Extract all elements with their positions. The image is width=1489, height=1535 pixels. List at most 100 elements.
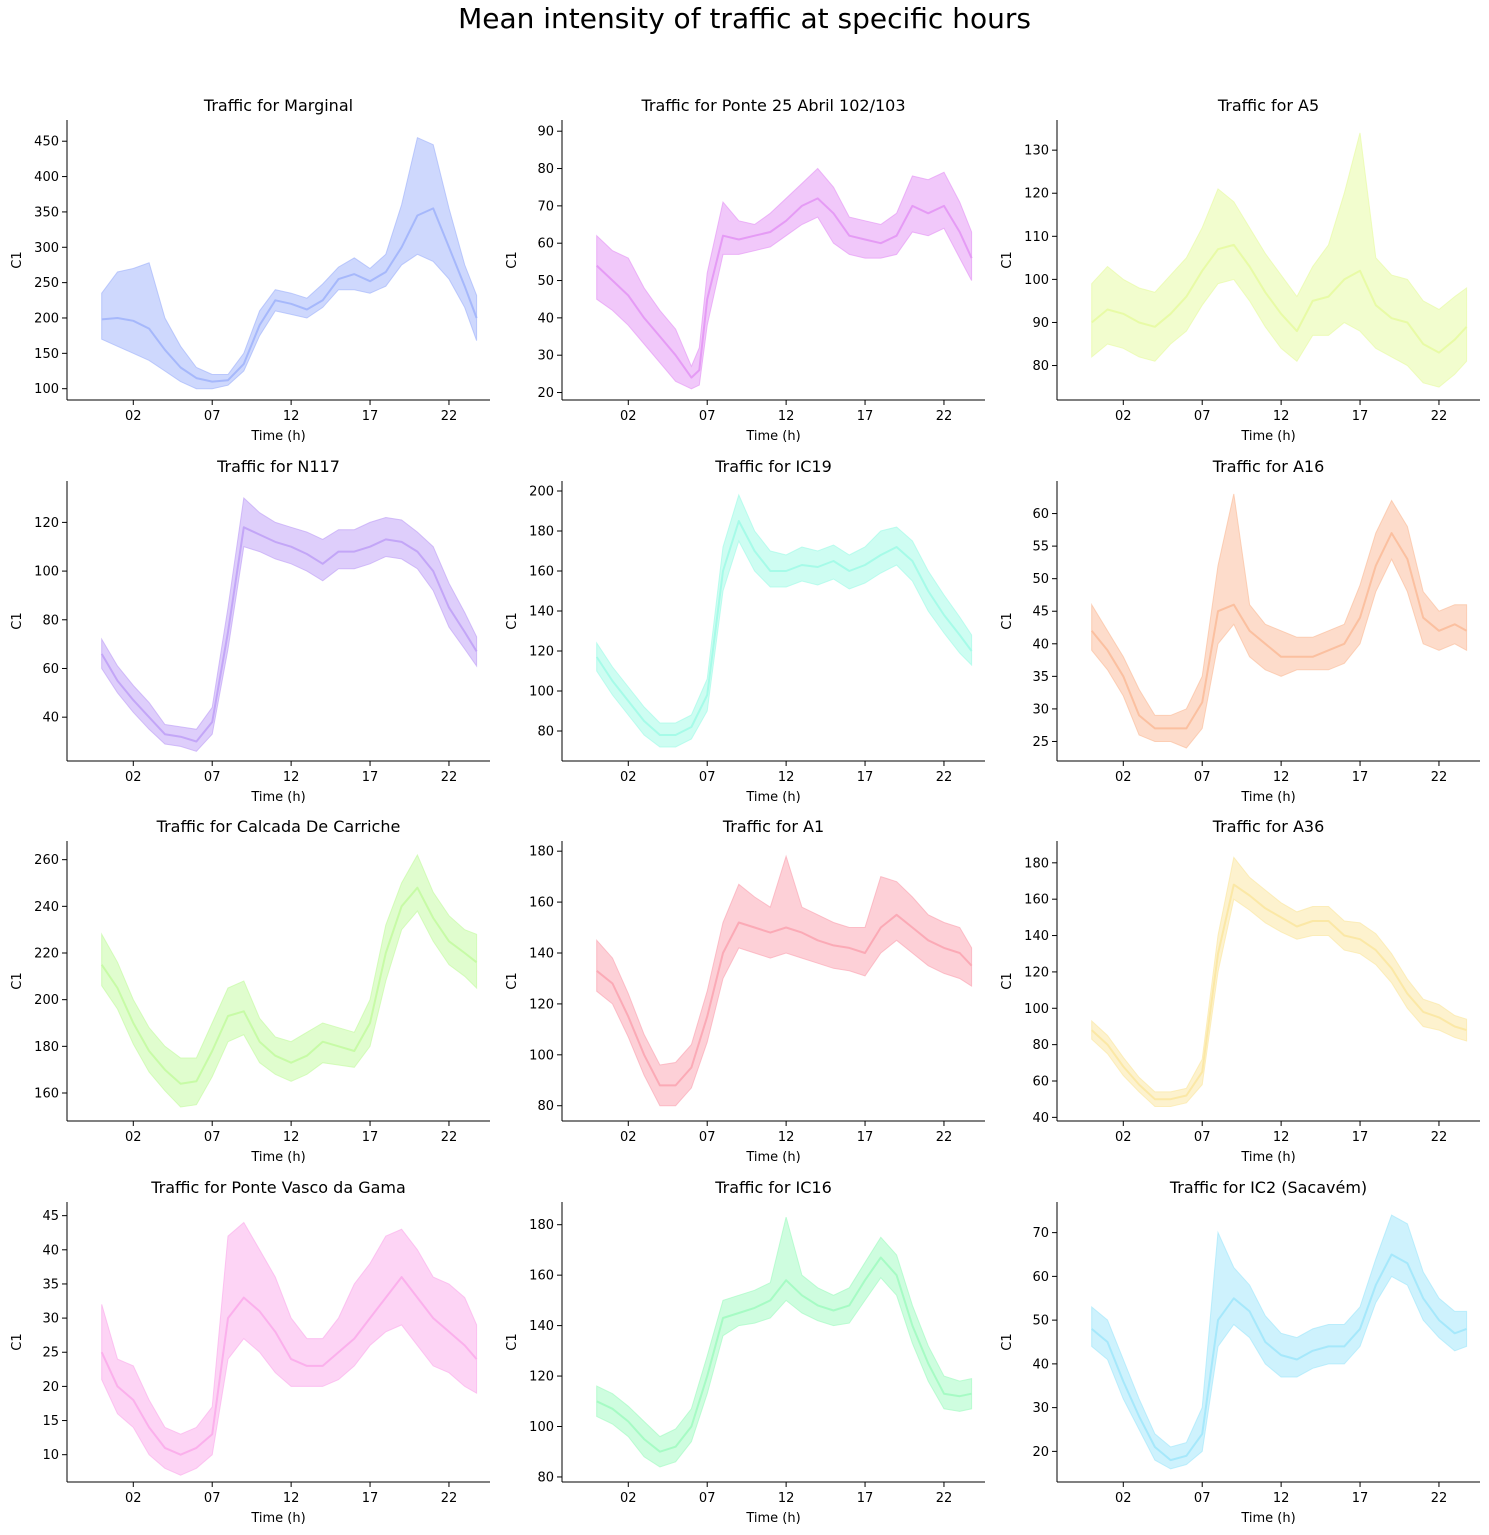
x-tick-label: 22 (1431, 409, 1448, 424)
confidence-band (596, 854, 973, 1107)
chart-panel: Traffic for IC19 02 07 12 17 22 80 100 120 140 160… (505, 457, 985, 805)
y-axis-label: C1 (505, 251, 520, 268)
y-tick-label: 10 (42, 1448, 59, 1463)
x-tick-label: 02 (125, 409, 142, 424)
mean-line (1091, 883, 1467, 1101)
y-tick-label: 15 (42, 1414, 59, 1429)
y-tick-label: 25 (1032, 735, 1049, 750)
x-tick-label: 12 (778, 1130, 795, 1145)
y-tick-label: 60 (42, 662, 59, 677)
x-tick-label: 17 (857, 1491, 874, 1506)
y-tick-label: 35 (1032, 670, 1049, 685)
y-tick-label: 120 (529, 1370, 554, 1385)
chart-title: Traffic for IC16 (714, 1178, 832, 1197)
x-tick-label: 12 (778, 1491, 795, 1506)
x-tick-label: 02 (1115, 1491, 1132, 1506)
x-tick-label: 02 (620, 1130, 637, 1145)
y-tick-label: 60 (1032, 507, 1049, 522)
x-tick-label: 22 (441, 1491, 458, 1506)
x-tick-label: 17 (362, 1491, 379, 1506)
y-tick-label: 180 (529, 1218, 554, 1233)
x-tick-label: 07 (1194, 409, 1211, 424)
y-tick-label: 70 (1032, 1226, 1049, 1241)
y-tick-label: 220 (34, 947, 59, 962)
y-tick-label: 120 (1024, 965, 1049, 980)
y-tick-label: 20 (42, 1380, 59, 1395)
x-axis-label: Time (h) (1240, 429, 1295, 444)
y-axis-label: C1 (1000, 612, 1015, 629)
x-tick-label: 12 (283, 1491, 300, 1506)
confidence-band (596, 493, 973, 748)
mean-line (595, 520, 973, 736)
x-tick-label: 07 (204, 409, 221, 424)
y-tick-label: 55 (1032, 540, 1049, 555)
chart-panel: Traffic for A36 02 07 12 17 22 40 60 80 100 120 140… (1000, 817, 1480, 1165)
y-tick-label: 20 (1032, 1445, 1049, 1460)
x-tick-label: 12 (1273, 770, 1290, 785)
y-tick-label: 100 (34, 382, 59, 397)
y-tick-label: 100 (529, 685, 554, 700)
y-tick-label: 300 (34, 241, 59, 256)
y-tick-label: 120 (529, 997, 554, 1012)
x-tick-label: 22 (441, 1130, 458, 1145)
y-tick-label: 80 (1032, 359, 1049, 374)
x-tick-label: 12 (778, 770, 795, 785)
x-tick-label: 07 (699, 409, 716, 424)
chart-panel: Traffic for Ponte Vasco da Gama 02 07 12 17 2… (10, 1178, 490, 1526)
chart-panel: Traffic for Marginal 02 07 12 17 22 100 150 200 2… (10, 96, 490, 444)
mean-line (596, 913, 973, 1087)
y-tick-label: 80 (537, 1099, 554, 1114)
confidence-band (1091, 856, 1468, 1107)
x-tick-label: 12 (283, 409, 300, 424)
y-tick-label: 80 (537, 725, 554, 740)
x-axis-label: Time (h) (1240, 1511, 1295, 1526)
y-tick-label: 150 (34, 347, 59, 362)
chart-panel: Traffic for A1 02 07 12 17 22 80 100 120 140 160 18… (505, 817, 985, 1165)
y-tick-label: 25 (42, 1346, 59, 1361)
x-tick-label: 22 (441, 409, 458, 424)
chart-title: Traffic for A5 (1217, 96, 1319, 115)
x-tick-label: 12 (1273, 1130, 1290, 1145)
y-tick-label: 180 (529, 845, 554, 860)
x-tick-label: 12 (778, 409, 795, 424)
x-tick-label: 12 (1273, 1491, 1290, 1506)
y-tick-label: 30 (1032, 702, 1049, 717)
y-tick-label: 120 (529, 645, 554, 660)
x-tick-label: 07 (699, 770, 716, 785)
y-axis-label: C1 (1000, 972, 1015, 989)
y-tick-label: 100 (34, 565, 59, 580)
x-tick-label: 17 (1352, 1130, 1369, 1145)
chart-panel: Traffic for A5 02 07 12 17 22 80 90 100 110 120 130… (1000, 96, 1480, 444)
chart-panel: Traffic for N117 02 07 12 17 22 40 60 80 100 120 Ti… (10, 457, 490, 805)
y-tick-label: 140 (529, 947, 554, 962)
chart-title: Traffic for A36 (1212, 817, 1325, 836)
y-tick-label: 140 (529, 605, 554, 620)
y-tick-label: 30 (1032, 1401, 1049, 1416)
figure-title: Mean intensity of traffic at specific ho… (458, 2, 1031, 35)
y-tick-label: 80 (42, 613, 59, 628)
x-tick-label: 22 (936, 409, 953, 424)
x-tick-label: 12 (283, 770, 300, 785)
x-tick-label: 02 (620, 1491, 637, 1506)
y-tick-label: 40 (42, 1243, 59, 1258)
chart-panel: Traffic for IC2 (Sacavém) 02 07 12 17 22 20 30 4… (1000, 1178, 1480, 1526)
y-tick-label: 20 (537, 386, 554, 401)
y-tick-label: 50 (537, 274, 554, 289)
x-tick-label: 12 (1273, 409, 1290, 424)
x-tick-label: 17 (857, 770, 874, 785)
mean-line (1090, 532, 1468, 730)
x-axis-label: Time (h) (745, 790, 800, 805)
x-tick-label: 07 (204, 1130, 221, 1145)
y-tick-label: 60 (537, 237, 554, 252)
chart-title: Traffic for A1 (722, 817, 824, 836)
y-tick-label: 40 (1032, 1357, 1049, 1372)
y-tick-label: 90 (537, 125, 554, 140)
y-tick-label: 160 (529, 1269, 554, 1284)
y-tick-label: 180 (34, 1040, 59, 1055)
y-tick-label: 30 (42, 1312, 59, 1327)
x-tick-label: 07 (699, 1130, 716, 1145)
y-tick-label: 60 (1032, 1270, 1049, 1285)
x-axis-label: Time (h) (745, 1511, 800, 1526)
mean-line (100, 1276, 478, 1456)
y-tick-label: 40 (537, 311, 554, 326)
